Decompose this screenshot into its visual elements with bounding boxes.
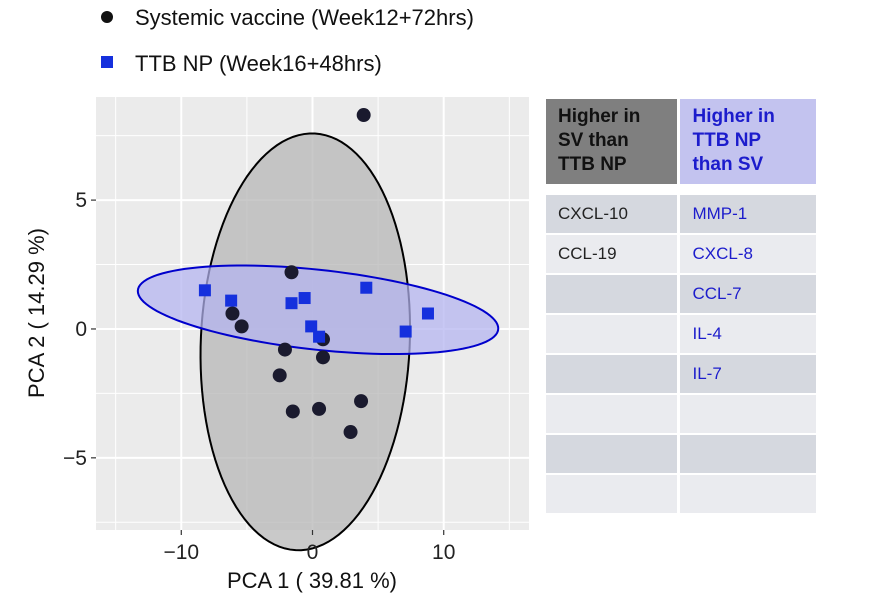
table-cell-ttb: CCL-7 bbox=[680, 275, 816, 315]
legend-label-systemic: Systemic vaccine (Week12+72hrs) bbox=[135, 5, 474, 30]
table-cell-ttb bbox=[680, 395, 816, 435]
spacer-cell bbox=[546, 184, 816, 195]
header-higher-in-sv: Higher in SV than TTB NP bbox=[546, 99, 681, 184]
header-ttb-line-1: Higher in bbox=[692, 106, 775, 127]
table-cell-sv bbox=[546, 395, 681, 435]
table-row bbox=[546, 395, 816, 435]
point-ttb bbox=[198, 284, 211, 297]
point-ttb bbox=[360, 281, 373, 294]
x-tick-label: −10 bbox=[163, 541, 199, 564]
legend-label-ttb: TTB NP (Week16+48hrs) bbox=[135, 51, 382, 76]
table-spacer bbox=[546, 184, 816, 195]
table-cell-ttb: CXCL-8 bbox=[680, 235, 816, 275]
legend-marker-systemic bbox=[101, 11, 113, 23]
y-tick-label: 0 bbox=[75, 318, 87, 341]
table-row: IL-4 bbox=[546, 315, 816, 355]
point-systemic bbox=[356, 108, 371, 123]
table-row: CXCL-10 MMP-1 bbox=[546, 195, 816, 235]
point-systemic bbox=[277, 342, 292, 357]
x-tick-label: 0 bbox=[307, 541, 319, 564]
table-row: CCL-7 bbox=[546, 275, 816, 315]
x-tick-label: 10 bbox=[432, 541, 455, 564]
table-cell-sv bbox=[546, 315, 681, 355]
point-systemic bbox=[272, 368, 287, 383]
table-cell-ttb bbox=[680, 475, 816, 515]
point-systemic bbox=[284, 265, 299, 280]
table-cell-sv bbox=[546, 275, 681, 315]
point-ttb bbox=[285, 297, 298, 310]
table-row bbox=[546, 475, 816, 515]
header-sv-line-3: TTB NP bbox=[558, 154, 627, 175]
table-cell-ttb: MMP-1 bbox=[680, 195, 816, 235]
point-systemic bbox=[354, 394, 369, 409]
legend: Systemic vaccine (Week12+72hrs) TTB NP (… bbox=[101, 5, 474, 76]
point-ttb bbox=[298, 292, 311, 305]
table-cell-sv bbox=[546, 355, 681, 395]
gene-comparison-table: Higher in SV than TTB NP Higher in TTB N… bbox=[546, 99, 816, 515]
point-systemic bbox=[315, 350, 330, 365]
point-systemic bbox=[312, 401, 327, 416]
x-axis-title: PCA 1 ( 39.81 %) bbox=[227, 568, 397, 593]
header-ttb-line-3: than SV bbox=[692, 154, 764, 175]
table-cell-sv bbox=[546, 435, 681, 475]
header-sv-line-2: SV than bbox=[558, 130, 629, 151]
point-systemic bbox=[225, 306, 240, 321]
point-ttb bbox=[421, 307, 434, 320]
y-axis-title: PCA 2 ( 14.29 %) bbox=[24, 228, 49, 398]
table-row: IL-7 bbox=[546, 355, 816, 395]
point-ttb bbox=[399, 325, 412, 338]
table-cell-sv: CCL-19 bbox=[546, 235, 681, 275]
header-sv-line-1: Higher in bbox=[558, 106, 641, 127]
table-row: CCL-19 CXCL-8 bbox=[546, 235, 816, 275]
table-cell-sv: CXCL-10 bbox=[546, 195, 681, 235]
table-cell-ttb bbox=[680, 435, 816, 475]
point-systemic bbox=[343, 425, 358, 440]
table-cell-sv bbox=[546, 475, 681, 515]
point-systemic bbox=[234, 319, 249, 334]
header-higher-in-ttb: Higher in TTB NP than SV bbox=[680, 99, 816, 184]
table-header-row: Higher in SV than TTB NP Higher in TTB N… bbox=[546, 99, 816, 184]
data-points bbox=[198, 108, 434, 440]
y-tick-label: −5 bbox=[63, 447, 87, 470]
y-tick-label: 5 bbox=[75, 189, 87, 212]
legend-marker-ttb bbox=[101, 56, 113, 68]
point-ttb bbox=[225, 294, 238, 307]
point-ttb bbox=[305, 320, 318, 333]
table-cell-ttb: IL-7 bbox=[680, 355, 816, 395]
table-cell-ttb: IL-4 bbox=[680, 315, 816, 355]
point-systemic bbox=[285, 404, 300, 419]
axis-ticks: −10 0 10 −5 0 5 bbox=[63, 189, 455, 564]
point-ttb bbox=[313, 330, 326, 343]
table-row bbox=[546, 435, 816, 475]
header-ttb-line-2: TTB NP bbox=[692, 130, 762, 151]
